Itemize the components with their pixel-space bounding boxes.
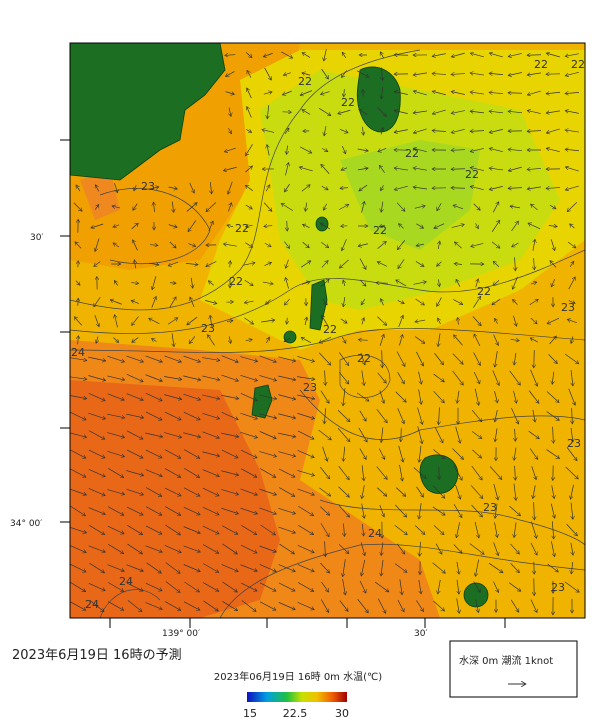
contour-label: 22 bbox=[373, 224, 387, 237]
contour-label: 22 bbox=[235, 222, 249, 235]
title: 2023年6月19日 16時の予測 bbox=[12, 648, 182, 663]
colorbar-label: 15 bbox=[243, 707, 257, 720]
contour-label: 22 bbox=[571, 58, 585, 71]
subtitle: 2023年06月19日 16時 0m 水温(℃) bbox=[214, 670, 382, 683]
lon-label: 139° 00′ bbox=[162, 629, 200, 639]
contour-label: 22 bbox=[357, 352, 371, 365]
contour-label: 24 bbox=[71, 346, 85, 359]
contour-label: 23 bbox=[561, 301, 575, 314]
colorbar-label: 22.5 bbox=[283, 707, 308, 720]
contour-label: 24 bbox=[368, 527, 382, 540]
lat-label: 30′ bbox=[30, 233, 44, 243]
lat-label: 34° 00′ bbox=[10, 519, 42, 529]
contour-label: 23 bbox=[483, 501, 497, 514]
colorbar-label: 30 bbox=[335, 707, 349, 720]
colorbar bbox=[247, 692, 347, 702]
lon-label: 30′ bbox=[414, 629, 428, 639]
contour-label: 24 bbox=[119, 575, 133, 588]
legend-label: 水深 0m 潮流 1knot bbox=[459, 654, 553, 667]
map: 22 22 22 22 22 22 22 22 22 22 22 22 23 23 23 23 23 23 23 24… bbox=[69, 43, 585, 618]
contour-label: 22 bbox=[298, 75, 312, 88]
contour-label: 22 bbox=[465, 168, 479, 181]
contour-label: 22 bbox=[534, 58, 548, 71]
contour-label: 22 bbox=[477, 285, 491, 298]
legend-box bbox=[450, 641, 577, 697]
contour-label: 23 bbox=[567, 437, 581, 450]
contour-label: 22 bbox=[405, 147, 419, 160]
contour-label: 22 bbox=[323, 323, 337, 336]
contour-label: 23 bbox=[141, 180, 155, 193]
contour-label: 23 bbox=[551, 581, 565, 594]
contour-label: 23 bbox=[201, 322, 215, 335]
contour-label: 24 bbox=[85, 598, 99, 611]
contour-label: 23 bbox=[303, 381, 317, 394]
contour-label: 22 bbox=[229, 275, 243, 288]
contour-label: 22 bbox=[341, 96, 355, 109]
